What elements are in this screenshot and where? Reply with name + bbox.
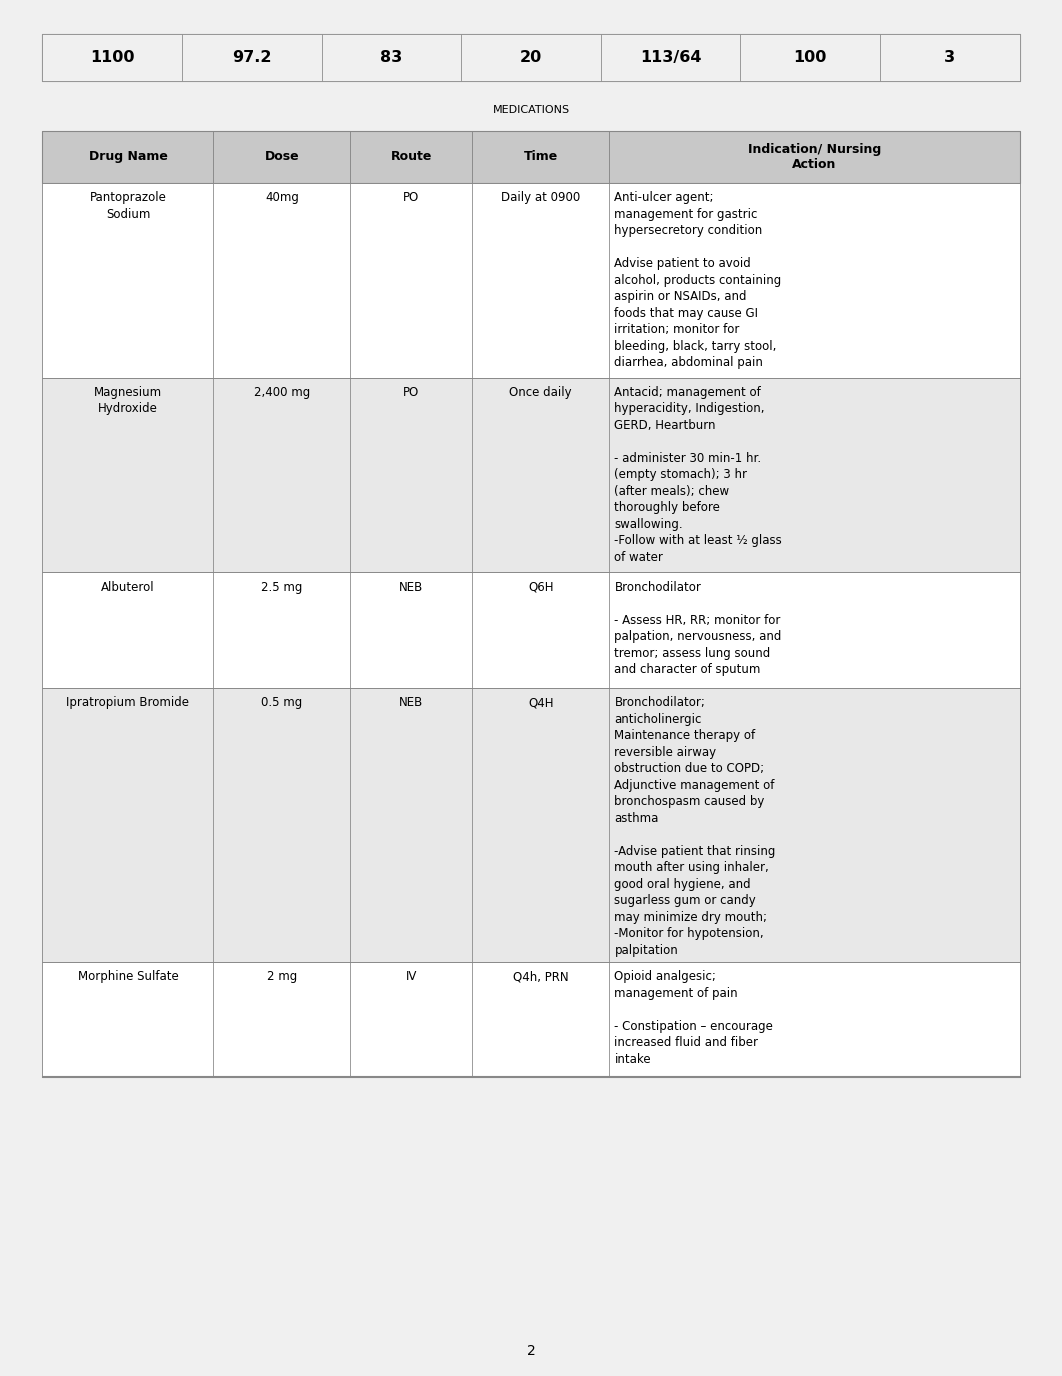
Bar [610,378,1020,572]
Bar [42,688,213,962]
Bar [213,962,350,1077]
Text: Drug Name: Drug Name [88,150,168,164]
Text: PO: PO [404,387,419,399]
Bar [740,34,880,81]
Text: 1100: 1100 [90,51,135,65]
Bar [350,962,473,1077]
Text: MEDICATIONS: MEDICATIONS [493,105,569,116]
Text: 83: 83 [380,51,402,65]
Bar [42,34,182,81]
Bar [473,962,610,1077]
Bar [42,183,213,378]
Bar [350,378,473,572]
Text: 2 mg: 2 mg [267,970,297,982]
Text: 40mg: 40mg [264,191,298,204]
Bar [350,572,473,688]
Text: 20: 20 [520,51,542,65]
Text: Opioid analgesic;
management of pain

- Constipation – encourage
increased fluid: Opioid analgesic; management of pain - C… [615,970,773,1065]
Bar [473,378,610,572]
Text: 2,400 mg: 2,400 mg [254,387,310,399]
Bar [42,378,213,572]
Bar [42,688,1020,962]
Bar [601,34,740,81]
Text: Ipratropium Bromide: Ipratropium Bromide [67,696,189,709]
Text: Anti-ulcer agent;
management for gastric
hypersecretory condition

Advise patien: Anti-ulcer agent; management for gastric… [615,191,782,369]
Bar [350,688,473,962]
Bar [473,688,610,962]
Bar [42,962,213,1077]
Text: Magnesium
Hydroxide: Magnesium Hydroxide [93,387,162,416]
Text: 0.5 mg: 0.5 mg [261,696,303,709]
Bar [213,378,350,572]
Text: Dose: Dose [264,150,299,164]
Text: Q4H: Q4H [528,696,553,709]
Bar [182,34,322,81]
Bar [610,962,1020,1077]
Bar [213,688,350,962]
Bar [42,131,213,183]
Text: Q4h, PRN: Q4h, PRN [513,970,568,982]
Text: Route: Route [391,150,432,164]
Text: 2: 2 [527,1344,535,1358]
Bar [473,572,610,688]
Bar [42,34,1020,81]
Bar [880,34,1020,81]
Bar [350,183,473,378]
Bar [213,183,350,378]
Text: 3: 3 [944,51,956,65]
Bar [42,572,1020,688]
Bar [213,572,350,688]
Bar [42,962,1020,1077]
Text: 100: 100 [793,51,827,65]
Text: Time: Time [524,150,558,164]
Bar [350,131,473,183]
Text: IV: IV [406,970,417,982]
Text: Daily at 0900: Daily at 0900 [501,191,581,204]
Text: NEB: NEB [399,581,424,593]
Bar [42,131,1020,183]
Text: 2.5 mg: 2.5 mg [261,581,303,593]
Text: 97.2: 97.2 [233,51,272,65]
Text: NEB: NEB [399,696,424,709]
Bar [213,131,350,183]
Bar [610,183,1020,378]
Bar [473,131,610,183]
Text: Antacid; management of
hyperacidity, Indigestion,
GERD, Heartburn

- administer : Antacid; management of hyperacidity, Ind… [615,387,783,564]
Bar [42,183,1020,378]
Bar [42,378,1020,572]
Text: Q6H: Q6H [528,581,553,593]
Text: Pantoprazole
Sodium: Pantoprazole Sodium [89,191,167,220]
Text: Indication/ Nursing
Action: Indication/ Nursing Action [748,143,881,171]
Text: Bronchodilator

- Assess HR, RR; monitor for
palpation, nervousness, and
tremor;: Bronchodilator - Assess HR, RR; monitor … [615,581,782,676]
Bar [473,183,610,378]
Text: 113/64: 113/64 [639,51,701,65]
Bar [610,572,1020,688]
Bar [610,131,1020,183]
Bar [461,34,601,81]
Bar [610,688,1020,962]
Bar [42,572,213,688]
Text: PO: PO [404,191,419,204]
Text: Bronchodilator;
anticholinergic
Maintenance therapy of
reversible airway
obstruc: Bronchodilator; anticholinergic Maintena… [615,696,776,956]
Bar [322,34,461,81]
Text: Albuterol: Albuterol [101,581,155,593]
Text: Once daily: Once daily [510,387,572,399]
Text: Morphine Sulfate: Morphine Sulfate [78,970,178,982]
